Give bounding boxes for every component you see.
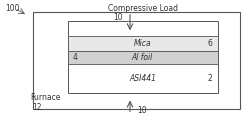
Text: Mica: Mica (134, 39, 151, 48)
Text: 12: 12 (32, 103, 42, 112)
Text: 10: 10 (113, 13, 122, 22)
FancyBboxPatch shape (68, 21, 218, 93)
FancyBboxPatch shape (32, 12, 240, 109)
FancyBboxPatch shape (68, 36, 218, 51)
Text: 100: 100 (5, 4, 20, 13)
Text: Al foil: Al foil (132, 53, 153, 62)
Text: 4: 4 (72, 53, 78, 62)
Text: 10: 10 (138, 106, 147, 115)
Text: Compressive Load: Compressive Load (108, 4, 178, 13)
Text: 6: 6 (208, 39, 212, 48)
FancyBboxPatch shape (68, 51, 218, 64)
Text: ASI441: ASI441 (129, 74, 156, 83)
Text: Furnace: Furnace (30, 93, 60, 102)
Text: 2: 2 (208, 74, 212, 83)
